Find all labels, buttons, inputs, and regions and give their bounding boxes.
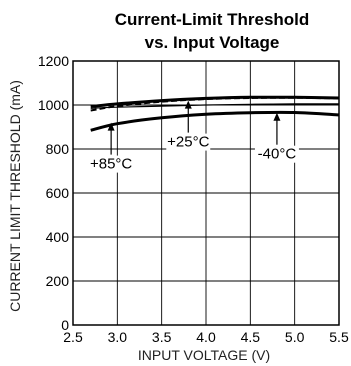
chart-subtitle: vs. Input Voltage [145,33,280,52]
annotation-arrowhead [184,100,192,109]
x-tick-label: 5.0 [285,329,305,345]
plot-frame [72,60,340,326]
y-tick-label: 600 [46,185,70,201]
annotation-label: +25°C [167,134,209,151]
series-layer [90,95,340,132]
annotation-label: +85°C [90,156,132,173]
series-line-25c [90,95,340,108]
y-tick-label: 200 [46,273,70,289]
annotation-label-bg [166,133,211,151]
y-tick-label: 1000 [38,97,69,113]
annotation-arrowhead [107,122,115,131]
x-tick-label: 2.5 [63,329,83,345]
y-axis-label: CURRENT LIMIT THRESHOLD (mA) [7,80,23,312]
x-tick-label: 3.5 [152,329,172,345]
x-tick-label: 4.0 [196,329,216,345]
x-axis-label: INPUT VOLTAGE (V) [138,347,270,363]
annotation-label-bg [254,145,299,163]
y-tick-label: 400 [46,229,70,245]
series-line-curve-3 [90,103,340,109]
annotation-arrowhead [273,112,281,121]
y-tick-label: 0 [61,317,69,333]
annotation-label: -40°C [258,146,297,163]
grid-lines [72,60,340,326]
x-tick-label: 3.0 [108,329,128,345]
annotation-label-bg [89,155,134,173]
annotation-layer: +85°C +25°C -40°C [89,100,299,173]
series-line-40c [90,110,340,132]
x-tick-label: 4.5 [241,329,261,345]
chart-title: Current-Limit Threshold [115,10,310,29]
x-tick-labels: 2.5 3.0 3.5 4.0 4.5 5.0 5.5 [63,329,349,345]
x-tick-label: 5.5 [329,329,349,345]
y-tick-label: 800 [46,141,70,157]
y-tick-labels: 0 200 400 600 800 1000 1200 [38,53,69,333]
y-tick-label: 1200 [38,53,69,69]
